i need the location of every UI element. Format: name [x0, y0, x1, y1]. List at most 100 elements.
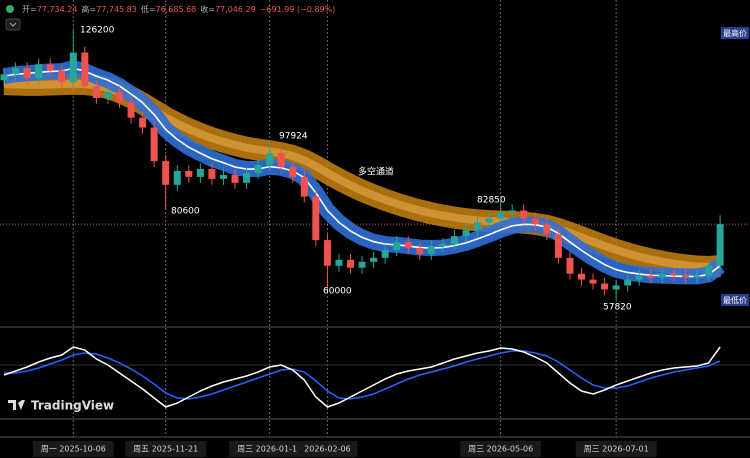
- channel: [2, 60, 725, 285]
- candle-body: [485, 218, 493, 223]
- channel-label: 多空通道: [358, 166, 394, 178]
- macd-pane: [0, 346, 750, 408]
- high-annotation: 82850: [477, 196, 506, 206]
- candle-body: [439, 244, 447, 247]
- candle-body: [404, 242, 412, 248]
- x-tick-box: [229, 441, 311, 457]
- high-annotation: 126200: [80, 26, 115, 36]
- candle-body: [289, 167, 297, 177]
- candle-body: [312, 196, 320, 241]
- fast-line: [3, 67, 721, 278]
- candle-body: [508, 210, 516, 213]
- candle-body: [716, 224, 724, 266]
- change: −691.99 (−0.89%): [259, 5, 336, 14]
- candle-body: [12, 68, 20, 75]
- candle-body: [150, 127, 158, 162]
- ohlc-value: 77,734.24: [36, 5, 78, 14]
- candle-body: [543, 224, 551, 235]
- candle-body: [347, 259, 354, 268]
- candle-body: [589, 279, 597, 284]
- status-icon: [6, 5, 14, 13]
- candle-body: [647, 275, 655, 278]
- candle-body: [23, 68, 31, 79]
- candle-body: [612, 285, 620, 290]
- candle-body: [219, 174, 227, 179]
- candle-body: [196, 169, 204, 177]
- x-tick-box: [460, 441, 542, 457]
- candle-body: [266, 153, 274, 166]
- candle-body: [208, 169, 216, 179]
- candle-body: [300, 176, 308, 197]
- x-tick-label: 周一 2025-10-06: [41, 445, 106, 454]
- max-tag: 最高价: [723, 28, 747, 38]
- candle-body: [358, 261, 366, 268]
- candles: [0, 30, 724, 301]
- candle-body: [531, 218, 539, 225]
- x-tick-label: 周三 2026-05-06: [468, 445, 533, 454]
- ohlc-label: 收=: [200, 5, 215, 14]
- candle-body: [35, 64, 43, 79]
- chevron: [9, 22, 17, 27]
- candle-body: [46, 64, 54, 71]
- ohlc-label: 低=: [140, 5, 156, 14]
- candle-body: [462, 230, 470, 237]
- low-annotation: 60000: [323, 287, 352, 297]
- candle-body: [81, 52, 89, 87]
- high-annotation: 97924: [279, 132, 308, 142]
- x-tick-box: [125, 441, 207, 457]
- candle-body: [635, 275, 643, 280]
- candle-body: [474, 222, 482, 231]
- min-tag: 最低价: [723, 295, 747, 305]
- ohlc-label: 高=: [81, 5, 97, 14]
- ohlc-value: 76,685.68: [155, 5, 197, 14]
- candle-body: [497, 212, 505, 219]
- candle-body: [520, 210, 528, 219]
- candle-body: [393, 242, 401, 250]
- macd-line: [3, 346, 721, 408]
- x-tick-label: 周三 2026-07-01: [584, 445, 649, 454]
- low-annotation: 80600: [171, 207, 200, 217]
- candle-body: [243, 172, 251, 183]
- candle-body: [416, 247, 424, 254]
- signal-line: [4, 350, 721, 400]
- candle-body: [658, 273, 666, 278]
- candle-body: [104, 92, 112, 98]
- logo: TradingView: [31, 399, 114, 413]
- candle-body: [566, 257, 574, 274]
- candle-body: [58, 70, 66, 83]
- low-annotation: 57820: [603, 303, 632, 313]
- candle-body: [185, 170, 193, 177]
- candle-body: [92, 86, 100, 98]
- candle-body: [693, 275, 701, 278]
- min-tag-box: [721, 294, 749, 306]
- candle-body: [381, 249, 389, 258]
- x-tick-label: 周五 2025-11-21: [133, 445, 198, 454]
- max-tag-box: [721, 27, 749, 39]
- candle-body: [0, 74, 8, 81]
- candle-body: [173, 170, 181, 185]
- candle-body: [681, 275, 689, 278]
- candle-body: [370, 257, 378, 262]
- candle-body: [127, 101, 135, 118]
- ohlc-header: 开=77,734.24 高=77,745.83 低=76,685.68 收=77,04…: [22, 4, 339, 15]
- candle-body: [139, 117, 147, 128]
- candle-body: [578, 273, 585, 280]
- candle-body: [601, 283, 609, 290]
- logo-mark: [8, 400, 25, 410]
- x-tick-label: 周三 2026-01-14: [237, 445, 302, 454]
- x-tick-label: 2026-02-06: [304, 445, 351, 454]
- ohlc-value: 77,046.29: [214, 5, 256, 14]
- x-tick-box: [575, 441, 657, 457]
- candle-body: [162, 161, 170, 185]
- x-tick-box: [32, 441, 114, 457]
- collapse-button[interactable]: [5, 18, 21, 31]
- candle-body: [335, 259, 343, 266]
- ohlc-value: 77,745.83: [96, 5, 137, 14]
- candle-body: [670, 273, 678, 276]
- candle-body: [554, 234, 562, 258]
- candle-body: [254, 165, 262, 173]
